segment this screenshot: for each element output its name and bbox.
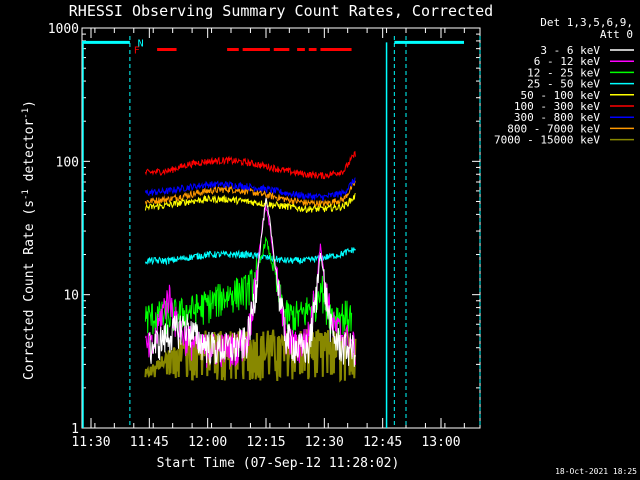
y-axis-label-sup2: -1 [21, 108, 31, 119]
x-tick-label: 12:30 [305, 435, 344, 450]
chart-title: RHESSI Observing Summary Count Rates, Co… [69, 2, 493, 20]
legend-entry-label: 12 - 25 keV [527, 66, 600, 79]
legend-entry-label: 50 - 100 keV [521, 89, 601, 102]
series-line-300to800keV [144, 177, 356, 202]
y-tick-label: 100 [56, 155, 79, 170]
x-tick-label: 13:00 [421, 435, 460, 450]
legend-header-detectors: Det 1,3,5,6,9, [540, 16, 633, 29]
x-tick-label: 11:45 [130, 435, 169, 450]
y-axis-label-sup1: -1 [21, 189, 31, 200]
y-axis-label-part1: Corrected Count Rate (s [22, 200, 37, 380]
legend-entry-label: 3 - 6 keV [540, 44, 600, 57]
y-axis-label: Corrected Count Rate (s-1 detector-1) [21, 100, 37, 380]
night-marker: N [138, 38, 144, 49]
series-line-50to100keV [144, 192, 356, 214]
y-tick-label: 1000 [48, 22, 79, 37]
y-axis-label-part2: detector [22, 119, 37, 190]
y-axis-label-part3: ) [22, 100, 37, 108]
series-line-25to50keV [144, 247, 356, 266]
legend-entry-label: 6 - 12 keV [534, 55, 601, 68]
series-line-3to6keV [148, 197, 356, 367]
legend-entry-label: 800 - 7000 keV [507, 122, 600, 135]
y-tick-label: 10 [63, 289, 79, 304]
legend-entry-label: 25 - 50 keV [527, 78, 600, 91]
flare-marker: F [134, 45, 140, 56]
timestamp: 18-Oct-2021 18:25 [555, 467, 637, 476]
x-axis-label: Start Time (07-Sep-12 11:28:02) [157, 456, 400, 471]
x-tick-label: 12:00 [188, 435, 227, 450]
legend-entry-label: 300 - 800 keV [514, 111, 600, 124]
legend-entry-label: 7000 - 15000 keV [494, 134, 600, 147]
legend-header-attenuator: Att 0 [600, 28, 633, 41]
x-tick-label: 12:15 [246, 435, 285, 450]
x-tick-label: 12:45 [363, 435, 402, 450]
series-line-12to25keV [144, 236, 353, 336]
legend-entry-label: 100 - 300 keV [514, 100, 600, 113]
x-tick-label: 11:30 [71, 435, 110, 450]
y-tick-label: 1 [71, 422, 79, 437]
series-line-100to300keV [144, 150, 356, 180]
